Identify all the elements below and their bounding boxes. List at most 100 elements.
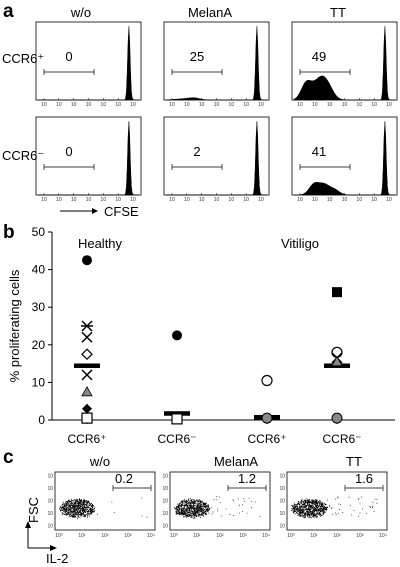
dotplot-x-tick-label: 10³ [239, 533, 247, 539]
dotplot-y-tick-label: 10 [47, 511, 53, 517]
y-tick-label: 50 [32, 225, 46, 239]
dotplot-y-tick-label: 10 [47, 499, 53, 505]
dotplot-cluster [59, 498, 96, 520]
panel-a-col-title-tt: TT [330, 5, 346, 20]
gate-percentage-label: 2 [193, 144, 200, 159]
il2-axis-arrow-head [50, 545, 57, 551]
histogram-x-tick-label: 10 [371, 102, 377, 108]
panel-b-x-tick-3: CCR6⁺ [247, 432, 286, 446]
histogram-x-tick-label: 10 [56, 102, 62, 108]
histogram-x-tick-label: 10 [386, 197, 392, 203]
histogram-x-tick-label: 10 [115, 197, 121, 203]
point-x-stroke [81, 369, 93, 381]
panel-a-histograms: 10 10 10 10 10 10 10 0 10 10 10 10 10 10 10 25 10 10 10 10 1… [35, 21, 398, 203]
mean-bar [74, 363, 100, 368]
histogram-x-tick-label: 10 [199, 197, 205, 203]
dotplot-y-tick-label: 10 [47, 474, 53, 480]
panel-b-group-title-vitiligo: Vitiligo [281, 236, 319, 251]
gate-percentage-label: 1.2 [238, 471, 256, 486]
point-filled-circle [82, 255, 92, 266]
panel-b-x-tick-1: CCR6⁺ [67, 432, 106, 446]
histogram-x-tick-label: 10 [327, 102, 333, 108]
panel-a-row-label-ccr6pos: CCR6⁺ [2, 51, 44, 66]
histogram-x-tick-label: 10 [199, 102, 205, 108]
histogram-x-tick-label: 10 [214, 102, 220, 108]
y-tick-label: 30 [32, 300, 46, 314]
histogram-x-tick-label: 10 [357, 102, 363, 108]
dotplot-y-tick-label: 10 [162, 474, 168, 480]
panel-b-letter: b [3, 222, 15, 243]
panel-a-x-axis-label: CFSE [104, 204, 139, 219]
dotplot-frame [169, 471, 271, 531]
histogram-x-tick-label: 10 [101, 197, 107, 203]
histogram-frame [163, 116, 270, 196]
point-x-stroke [81, 331, 93, 343]
histogram-x-tick-label: 10 [101, 102, 107, 108]
point-open-square [171, 413, 183, 425]
panel-c-col-title-wo: w/o [89, 454, 110, 469]
dotplot-y-tick-label: 10 [279, 486, 285, 492]
dotplot-x-tick-label: 10² [333, 533, 341, 539]
histogram-x-tick-label: 10 [56, 197, 62, 203]
gate-percentage-label: 49 [312, 49, 326, 64]
dotplot-x-tick-label: 10² [216, 533, 224, 539]
point-x [81, 369, 93, 381]
y-tick-label: 10 [32, 375, 46, 389]
fsc-axis-arrow-head [25, 521, 31, 528]
histogram-x-tick-label: 10 [258, 197, 264, 203]
point-filled-square [332, 287, 342, 298]
histogram-x-tick-label: 10 [184, 102, 190, 108]
histogram-x-tick-label: 10 [214, 197, 220, 203]
dotplot-y-tick-label: 10 [279, 524, 285, 530]
dotplot-cluster [290, 498, 328, 519]
gate-percentage-label: 41 [312, 144, 326, 159]
dotplot-y-tick-label: 10 [47, 524, 53, 530]
histogram-x-tick-label: 10 [357, 197, 363, 203]
gate-percentage-label: 0 [65, 144, 72, 159]
histogram-x-tick-label: 10 [41, 197, 47, 203]
dotplot-x-tick-label: 10³ [124, 533, 132, 539]
histogram-x-tick-label: 10 [71, 102, 77, 108]
histogram-x-tick-label: 10 [327, 197, 333, 203]
point-x [81, 331, 93, 343]
histogram-x-tick-label: 10 [169, 197, 175, 203]
point-open-circle [331, 346, 343, 358]
dotplot-x-tick-label: 10¹ [78, 533, 86, 539]
y-tick-label: 20 [32, 338, 46, 352]
histogram-x-tick-label: 10 [243, 197, 249, 203]
dotplot-y-tick-label: 10 [162, 499, 168, 505]
histogram-frame [35, 21, 142, 101]
dotplot-y-tick-label: 10 [162, 511, 168, 517]
histogram-frame [35, 116, 142, 196]
gate-percentage-label: 25 [190, 49, 204, 64]
histogram-x-tick-label: 10 [258, 102, 264, 108]
dotplot-x-tick-label: 10⁰ [287, 533, 295, 539]
dotplot-frame [286, 471, 388, 531]
dotplot-frame [54, 471, 156, 531]
histogram-x-tick-label: 10 [86, 197, 92, 203]
panel-b-x-tick-4: CCR6⁻ [322, 432, 361, 446]
histogram-x-tick-label: 10 [297, 102, 303, 108]
histogram-x-tick-label: 10 [312, 102, 318, 108]
panel-c-col-title-melana: MelanA [214, 454, 258, 469]
histogram-x-tick-label: 10 [297, 197, 303, 203]
dotplot-y-tick-label: 10 [162, 486, 168, 492]
cfse-arrow-head [92, 208, 98, 214]
dotplot-x-tick-label: 10⁴ [379, 533, 387, 539]
histogram-curve [165, 26, 267, 101]
panel-c-letter: c [3, 447, 14, 468]
histogram-curve [293, 121, 395, 196]
dotplot-x-tick-label: 10² [101, 533, 109, 539]
point-gray-triangle [331, 355, 343, 367]
histogram-x-tick-label: 10 [312, 197, 318, 203]
dotplot-x-tick-label: 10³ [356, 533, 364, 539]
panel-b-plot: 0 10 20 30 40 50 [32, 225, 395, 427]
histogram-curve [38, 121, 139, 196]
histogram-x-tick-label: 10 [130, 197, 136, 203]
dotplot-y-tick-label: 10 [47, 486, 53, 492]
point-filled-diamond [82, 403, 92, 414]
y-tick-label: 40 [32, 263, 46, 277]
dotplot-y-tick-label: 10 [279, 511, 285, 517]
dotplot-cluster [174, 498, 212, 519]
dotplot-x-tick-label: 10⁴ [147, 533, 155, 539]
